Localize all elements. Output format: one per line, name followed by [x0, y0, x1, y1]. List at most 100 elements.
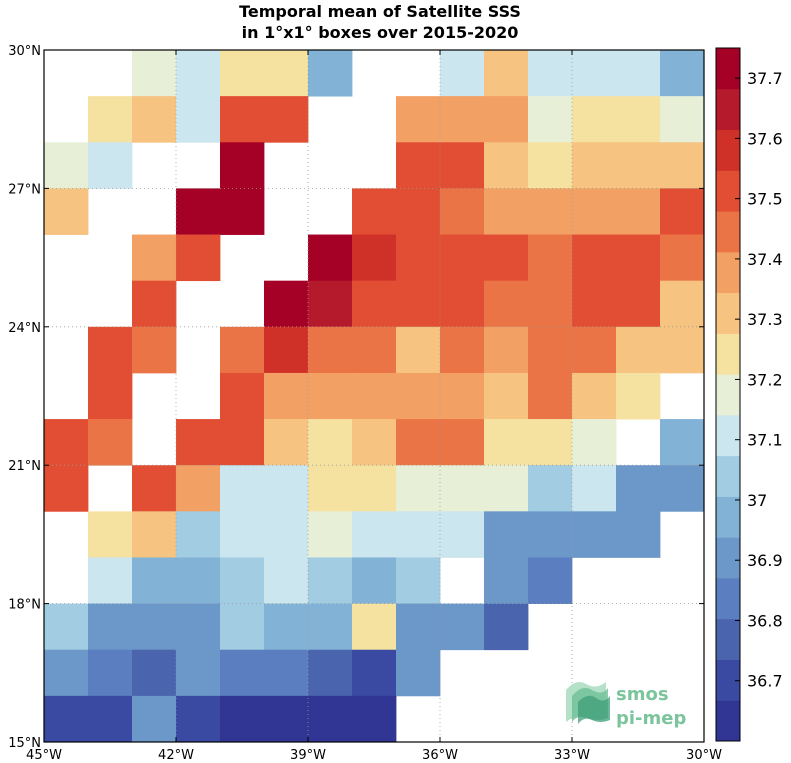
heatmap-cell: [176, 603, 221, 651]
heatmap-cell: [396, 234, 441, 282]
heatmap-cell: [440, 234, 485, 282]
heatmap-cell: [660, 280, 705, 328]
y-tick-label: 18°N: [8, 598, 41, 613]
heatmap-cell: [528, 96, 573, 143]
heatmap-cell: [264, 326, 309, 374]
heatmap-cell: [132, 465, 177, 512]
heatmap-cell: [616, 465, 661, 512]
colorbar-tick-label: 37.6: [747, 129, 783, 148]
heatmap-cell: [484, 326, 529, 374]
heatmap-cell: [220, 419, 265, 466]
heatmap-cell: [572, 188, 617, 235]
heatmap-cell: [440, 142, 485, 189]
heatmap-cell: [440, 188, 485, 235]
heatmap-cell: [352, 603, 397, 651]
heatmap-cell: [484, 50, 529, 97]
heatmap-cell: [176, 511, 221, 558]
heatmap-cell: [220, 96, 265, 143]
x-tick-label: 45°W: [26, 748, 62, 763]
colorbar-segment: [716, 129, 740, 171]
heatmap-cell: [352, 234, 397, 282]
heatmap-cell: [308, 372, 353, 420]
heatmap-cell: [616, 234, 661, 282]
heatmap-cell: [220, 649, 265, 697]
heatmap-cell: [440, 603, 485, 651]
x-tick-label: 39°W: [290, 748, 326, 763]
colorbar-tick-label: 36.9: [747, 551, 783, 570]
heatmap-cell: [88, 419, 133, 466]
x-tick-label: 33°W: [554, 748, 590, 763]
heatmap-cell: [352, 372, 397, 420]
heatmap-cell: [220, 695, 265, 743]
heatmap-cell: [572, 465, 617, 512]
heatmap-cell: [572, 326, 617, 374]
y-axis-ticks: 15°N 18°N 21°N 24°N 27°N 30°N: [8, 44, 704, 751]
heatmap-cell: [308, 511, 353, 558]
heatmap-cell: [660, 142, 705, 189]
heatmap-cell: [308, 280, 353, 328]
heatmap-cell: [484, 465, 529, 512]
heatmap-cell: [660, 188, 705, 235]
heatmap-cell: [44, 695, 89, 743]
heatmap-cell: [44, 188, 89, 235]
heatmap-cell: [176, 465, 221, 512]
heatmap-cell: [308, 557, 353, 604]
heatmap-cell: [484, 188, 529, 235]
heatmap-cell: [220, 326, 265, 374]
y-tick-label: 15°N: [8, 736, 41, 751]
heatmap-cell: [44, 419, 89, 466]
logo-text-smos: smos: [616, 684, 669, 705]
heatmap-cell: [176, 557, 221, 604]
colorbar-tick-label: 36.7: [747, 672, 783, 691]
heatmap-cell: [440, 511, 485, 558]
heatmap-cell: [308, 234, 353, 282]
heatmap-cell: [132, 603, 177, 651]
heatmap-cell: [484, 372, 529, 420]
heatmap-cell: [528, 372, 573, 420]
heatmap-cell: [572, 96, 617, 143]
heatmap-cell: [660, 419, 705, 466]
heatmap-cell: [308, 603, 353, 651]
heatmap-cell: [88, 695, 133, 743]
heatmap-cell: [308, 465, 353, 512]
heatmap-cell: [352, 649, 397, 697]
heatmap-cell: [352, 465, 397, 512]
heatmap-cell: [264, 695, 309, 743]
heatmap-cell: [308, 326, 353, 374]
heatmap-cell: [572, 142, 617, 189]
heatmap-cell: [352, 511, 397, 558]
heatmap-cell: [132, 695, 177, 743]
heatmap-cell: [528, 188, 573, 235]
colorbar-segment: [716, 577, 740, 620]
heatmap-cell: [572, 234, 617, 282]
x-tick-label: 36°W: [422, 748, 458, 763]
heatmap-cell: [220, 188, 265, 235]
heatmap-cell: [264, 372, 309, 420]
heatmap-cell: [308, 649, 353, 697]
heatmap-cell: [132, 511, 177, 558]
heatmap-cell: [88, 649, 133, 697]
chart-title-line2: in 1°x1° boxes over 2015-2020: [242, 23, 519, 42]
colorbar-ticks: 36.7 36.8 36.9 37 37.1 37.2 37.3 37.4 37.5 37.6 37…: [735, 69, 783, 691]
heatmap-cell: [440, 280, 485, 328]
colorbar-segment: [716, 88, 740, 131]
colorbar-tick-label: 37.3: [747, 310, 783, 329]
heatmap-cell: [572, 280, 617, 328]
colorbar-segment: [716, 537, 740, 579]
heatmap-cell: [396, 96, 441, 143]
heatmap-cell: [396, 649, 441, 697]
heatmap-cell: [352, 280, 397, 328]
colorbar-frame: [715, 47, 741, 742]
colorbar-segment: [716, 496, 740, 538]
colorbar-segment: [716, 170, 740, 212]
heatmap-cell: [396, 603, 441, 651]
colorbar-segment: [716, 251, 740, 294]
y-tick-label: 21°N: [8, 459, 41, 474]
heatmap-cell: [484, 603, 529, 651]
heatmap-cell: [528, 511, 573, 558]
heatmap-cell: [396, 372, 441, 420]
x-tick-label: 30°W: [686, 748, 722, 763]
heatmap-cell: [440, 326, 485, 374]
heatmap-cell: [132, 326, 177, 374]
